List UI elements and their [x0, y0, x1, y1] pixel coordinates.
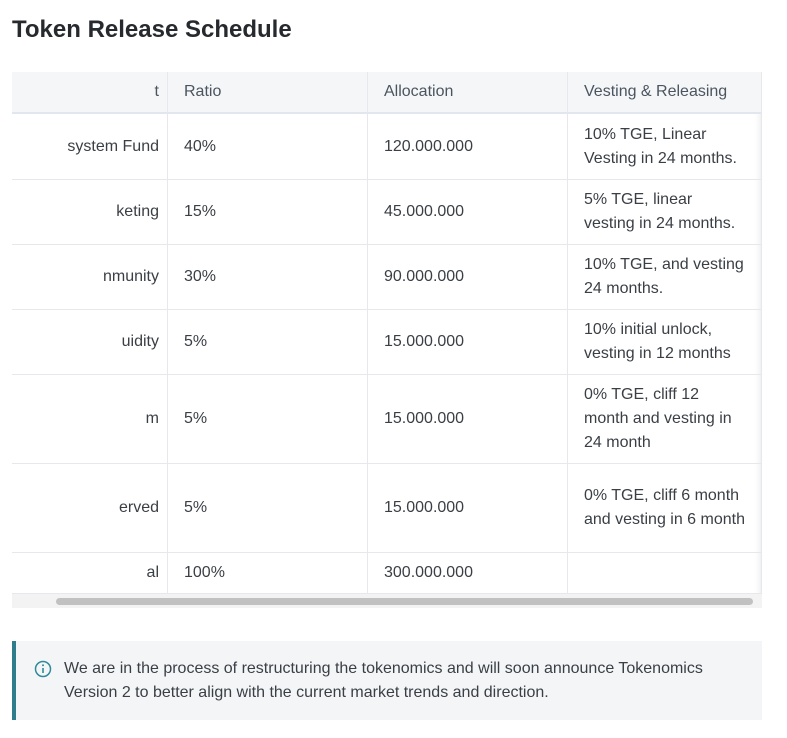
table-cell: system Fund — [12, 114, 168, 180]
table-cell: keting — [12, 180, 168, 245]
table-cell: 10% TGE, and vesting 24 months. — [568, 245, 762, 310]
scrollbar[interactable] — [12, 594, 762, 608]
header-cell: Ratio — [168, 72, 368, 114]
header-cell: Allocation — [368, 72, 568, 114]
table-cell: 15.000.000 — [368, 310, 568, 375]
table-cell: al — [12, 553, 168, 594]
table-cell: 90.000.000 — [368, 245, 568, 310]
table-cell: 15.000.000 — [368, 464, 568, 553]
table-cell: erved — [12, 464, 168, 553]
table-cell: 0% TGE, cliff 6 month and vesting in 6 m… — [568, 464, 762, 553]
table-cell: 300.000.000 — [368, 553, 568, 594]
table-cell: 10% TGE, Linear Vesting in 24 months. — [568, 114, 762, 180]
table-cell: 5% — [168, 310, 368, 375]
table-cell: 5% — [168, 375, 368, 464]
table-cell: 0% TGE, cliff 12 month and vesting in 24… — [568, 375, 762, 464]
table-cell: m — [12, 375, 168, 464]
table-cell: 100% — [168, 553, 368, 594]
table-cell: 45.000.000 — [368, 180, 568, 245]
table-cell — [568, 553, 762, 594]
header-cell: t — [12, 72, 168, 114]
token-table: t Ratio Allocation Vesting & Releasing syste… — [12, 72, 762, 608]
table-cell: 15.000.000 — [368, 375, 568, 464]
header-cell: Vesting & Releasing — [568, 72, 762, 114]
scroll-thumb[interactable] — [56, 598, 753, 605]
table-cell: nmunity — [12, 245, 168, 310]
page-title: Token Release Schedule — [12, 16, 292, 43]
table-cell: 40% — [168, 114, 368, 180]
table-cell: uidity — [12, 310, 168, 375]
table-cell: 10% initial unlock, vesting in 12 months — [568, 310, 762, 375]
info-notice: We are in the process of restructuring t… — [12, 641, 762, 720]
info-icon — [34, 660, 52, 678]
table-cell: 5% TGE, linear vesting in 24 months. — [568, 180, 762, 245]
notice-text: We are in the process of restructuring t… — [64, 660, 703, 701]
table-cell: 120.000.000 — [368, 114, 568, 180]
table-cell: 15% — [168, 180, 368, 245]
table-cell: 5% — [168, 464, 368, 553]
table-cell: 30% — [168, 245, 368, 310]
